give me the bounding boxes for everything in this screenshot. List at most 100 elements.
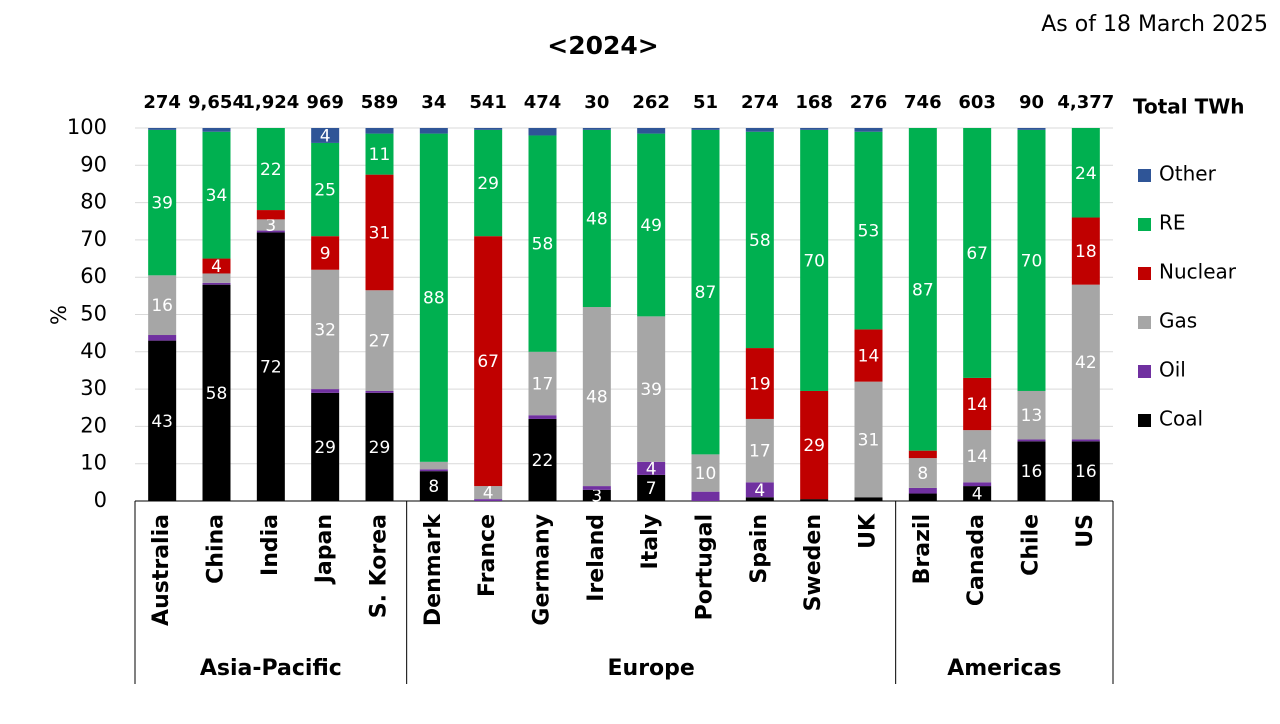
bar-segment	[474, 236, 503, 487]
bar-segment	[202, 131, 231, 259]
value-label: 16	[1021, 462, 1043, 482]
value-label: 48	[586, 209, 608, 229]
value-label: 10	[695, 464, 717, 484]
y-tick-label: 20	[80, 413, 107, 437]
bar-segment	[202, 258, 231, 274]
total-label: 4,377	[1057, 92, 1114, 113]
bar-segment	[528, 135, 557, 352]
bar-segment	[963, 430, 992, 483]
legend-swatch	[1138, 365, 1151, 378]
x-tick-label: Sweden	[801, 514, 826, 611]
x-tick-label: Italy	[638, 514, 663, 569]
bar-segment	[365, 128, 394, 134]
value-label: 87	[912, 280, 934, 300]
bar-segment	[311, 389, 340, 393]
bar-segment	[745, 348, 774, 419]
y-tick-label: 80	[80, 190, 107, 214]
total-label: 589	[361, 92, 399, 113]
x-tick-label: Portugal	[693, 514, 718, 620]
value-label: 29	[477, 174, 499, 194]
value-label: 4	[483, 484, 494, 504]
bar-segment	[745, 128, 774, 132]
bar-segment	[419, 461, 448, 470]
value-label: 4	[211, 257, 222, 277]
bar-segment	[419, 133, 448, 462]
value-label: 19	[749, 375, 771, 395]
bar-segment	[148, 128, 177, 130]
value-label: 17	[532, 375, 554, 395]
value-label: 29	[803, 436, 825, 456]
total-label: 90	[1019, 92, 1044, 113]
bar-segment	[963, 482, 992, 487]
value-label: 42	[1075, 353, 1097, 373]
value-label: 4	[972, 485, 983, 505]
value-label: 24	[1075, 164, 1097, 184]
bar-segment	[854, 329, 883, 382]
bar-segment	[963, 128, 992, 378]
group-label: Europe	[608, 656, 695, 681]
y-tick-label: 50	[80, 302, 107, 326]
bar-segment	[148, 340, 177, 501]
bar-segment	[963, 486, 992, 501]
bar-segment	[311, 236, 340, 270]
bar-segment	[148, 129, 177, 276]
value-label: 88	[423, 289, 445, 309]
value-label: 43	[151, 412, 173, 432]
y-tick-label: 90	[80, 152, 107, 176]
value-label: 25	[314, 181, 336, 201]
x-tick-label: S. Korea	[367, 514, 392, 618]
value-label: 48	[586, 388, 608, 408]
x-tick-label: Spain	[747, 514, 772, 584]
bar-segment	[745, 482, 774, 498]
bar-segment	[1017, 439, 1046, 442]
bar-segment	[582, 129, 611, 308]
bar-segment	[582, 307, 611, 487]
value-label: 34	[206, 186, 228, 206]
y-tick-label: 0	[94, 488, 107, 512]
value-label: 87	[695, 283, 717, 303]
bar-segment	[256, 219, 285, 231]
bar-segment	[691, 128, 720, 130]
total-label: 276	[850, 92, 888, 113]
bar-segment	[908, 458, 937, 488]
bar-segment	[1017, 441, 1046, 501]
bar-segment	[800, 390, 829, 500]
value-label: 18	[1075, 242, 1097, 262]
bar-segment	[854, 497, 883, 501]
legend-label: Nuclear	[1159, 260, 1237, 284]
total-label: 603	[958, 92, 996, 113]
bar-segment	[148, 275, 177, 336]
y-tick-label: 30	[80, 376, 107, 400]
bar-segment	[202, 284, 231, 501]
value-label: 39	[640, 380, 662, 400]
value-label: 22	[260, 160, 282, 180]
value-label: 8	[917, 464, 928, 484]
value-label: 39	[151, 194, 173, 214]
y-tick-label: 40	[80, 339, 107, 363]
chart-title: <2024>	[547, 31, 658, 60]
value-label: 3	[591, 486, 602, 506]
value-label: 67	[477, 352, 499, 372]
x-tick-label: US	[1073, 514, 1098, 548]
bar-segment	[256, 230, 285, 233]
legend-label: Other	[1159, 162, 1217, 186]
value-label: 16	[151, 296, 173, 316]
legend-swatch	[1138, 414, 1151, 427]
bar-segment	[202, 128, 231, 132]
bar-segment	[582, 489, 611, 501]
bar-segment	[637, 316, 666, 462]
bar-segment	[908, 128, 937, 451]
x-tick-label: UK	[856, 513, 881, 549]
value-label: 72	[260, 358, 282, 378]
x-tick-label: Ireland	[584, 514, 609, 602]
bar-segment	[474, 129, 503, 237]
value-label: 67	[966, 244, 988, 264]
y-axis-label: %	[47, 305, 71, 325]
bar-segment	[1071, 284, 1100, 440]
bar-segment	[365, 174, 394, 291]
value-label: 53	[858, 222, 880, 242]
bar-segment	[1017, 128, 1046, 130]
value-label: 49	[640, 216, 662, 236]
x-tick-label: Brazil	[910, 514, 935, 584]
legend-label: Gas	[1159, 309, 1197, 333]
